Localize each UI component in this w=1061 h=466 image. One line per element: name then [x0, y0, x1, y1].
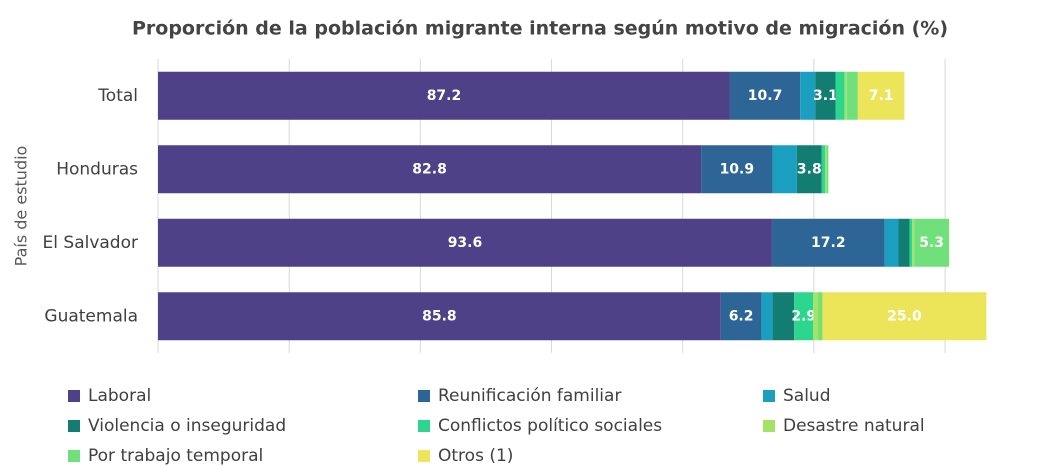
bar-segment	[158, 71, 730, 120]
bar-segment	[846, 71, 858, 120]
bar-segment	[761, 292, 773, 341]
y-axis-label: País de estudio	[12, 146, 31, 267]
legend-label: Reunificación familiar	[438, 386, 621, 406]
bar-segment	[794, 292, 814, 341]
data-label: 6.2	[729, 308, 754, 324]
bar-segment	[884, 218, 899, 267]
data-label: 10.9	[720, 161, 755, 177]
bar-segment	[796, 145, 822, 194]
bar-segment	[701, 145, 773, 194]
bar-segment	[912, 218, 915, 267]
legend-label: Conflictos político sociales	[438, 416, 662, 436]
y-tick-label: Honduras	[56, 159, 138, 179]
bar-segment	[909, 218, 913, 267]
bar-segment	[826, 145, 829, 194]
legend-label: Salud	[783, 386, 831, 406]
legend-swatch	[418, 420, 430, 432]
bar-segment	[914, 218, 950, 267]
data-label: 3.1	[813, 88, 838, 104]
y-tick-label: Guatemala	[44, 306, 138, 326]
data-label: 3.8	[797, 161, 822, 177]
data-label: 7.1	[869, 88, 894, 104]
data-label: 87.2	[427, 88, 462, 104]
legend-label: Otros (1)	[438, 446, 513, 466]
bar-segment	[825, 145, 827, 194]
data-label: 2.9	[791, 308, 816, 324]
bar-segment	[857, 71, 905, 120]
bar-segment	[158, 218, 772, 267]
bar-segment	[772, 145, 797, 194]
bar-segment	[822, 292, 987, 341]
legend-label: Laboral	[88, 386, 151, 406]
bar-segment	[898, 218, 910, 267]
y-tick-label: Total	[97, 86, 138, 106]
legend-swatch	[418, 390, 430, 402]
data-label: 10.7	[748, 88, 783, 104]
data-label: 93.6	[448, 235, 483, 251]
bar-segment	[771, 218, 885, 267]
chart-title: Proporción de la población migrante inte…	[132, 18, 948, 40]
data-label: 25.0	[887, 308, 922, 324]
bar-segment	[158, 145, 702, 194]
data-label: 5.3	[919, 235, 944, 251]
legend-label: Desastre natural	[783, 416, 925, 436]
bar-segment	[818, 292, 823, 341]
bar-segment	[835, 71, 845, 120]
legend-swatch	[68, 420, 80, 432]
legend-swatch	[763, 420, 775, 432]
bar-segment	[729, 71, 801, 120]
data-label: 17.2	[811, 235, 846, 251]
bar-segment	[720, 292, 762, 341]
legend-swatch	[68, 450, 80, 462]
bar-segment	[815, 71, 836, 120]
bar-segment	[772, 292, 795, 341]
legend-label: Por trabajo temporal	[88, 446, 263, 466]
data-label: 82.8	[412, 161, 447, 177]
bar-segment	[158, 292, 721, 341]
legend-label: Violencia o inseguridad	[88, 416, 286, 436]
bar-segment	[844, 71, 847, 120]
bar-segment	[821, 145, 826, 194]
legend-swatch	[418, 450, 430, 462]
bar-segment	[800, 71, 816, 120]
legend-swatch	[763, 390, 775, 402]
y-tick-label: El Salvador	[43, 233, 138, 253]
legend-swatch	[68, 390, 80, 402]
bar-segment	[813, 292, 819, 341]
data-label: 85.8	[422, 308, 457, 324]
